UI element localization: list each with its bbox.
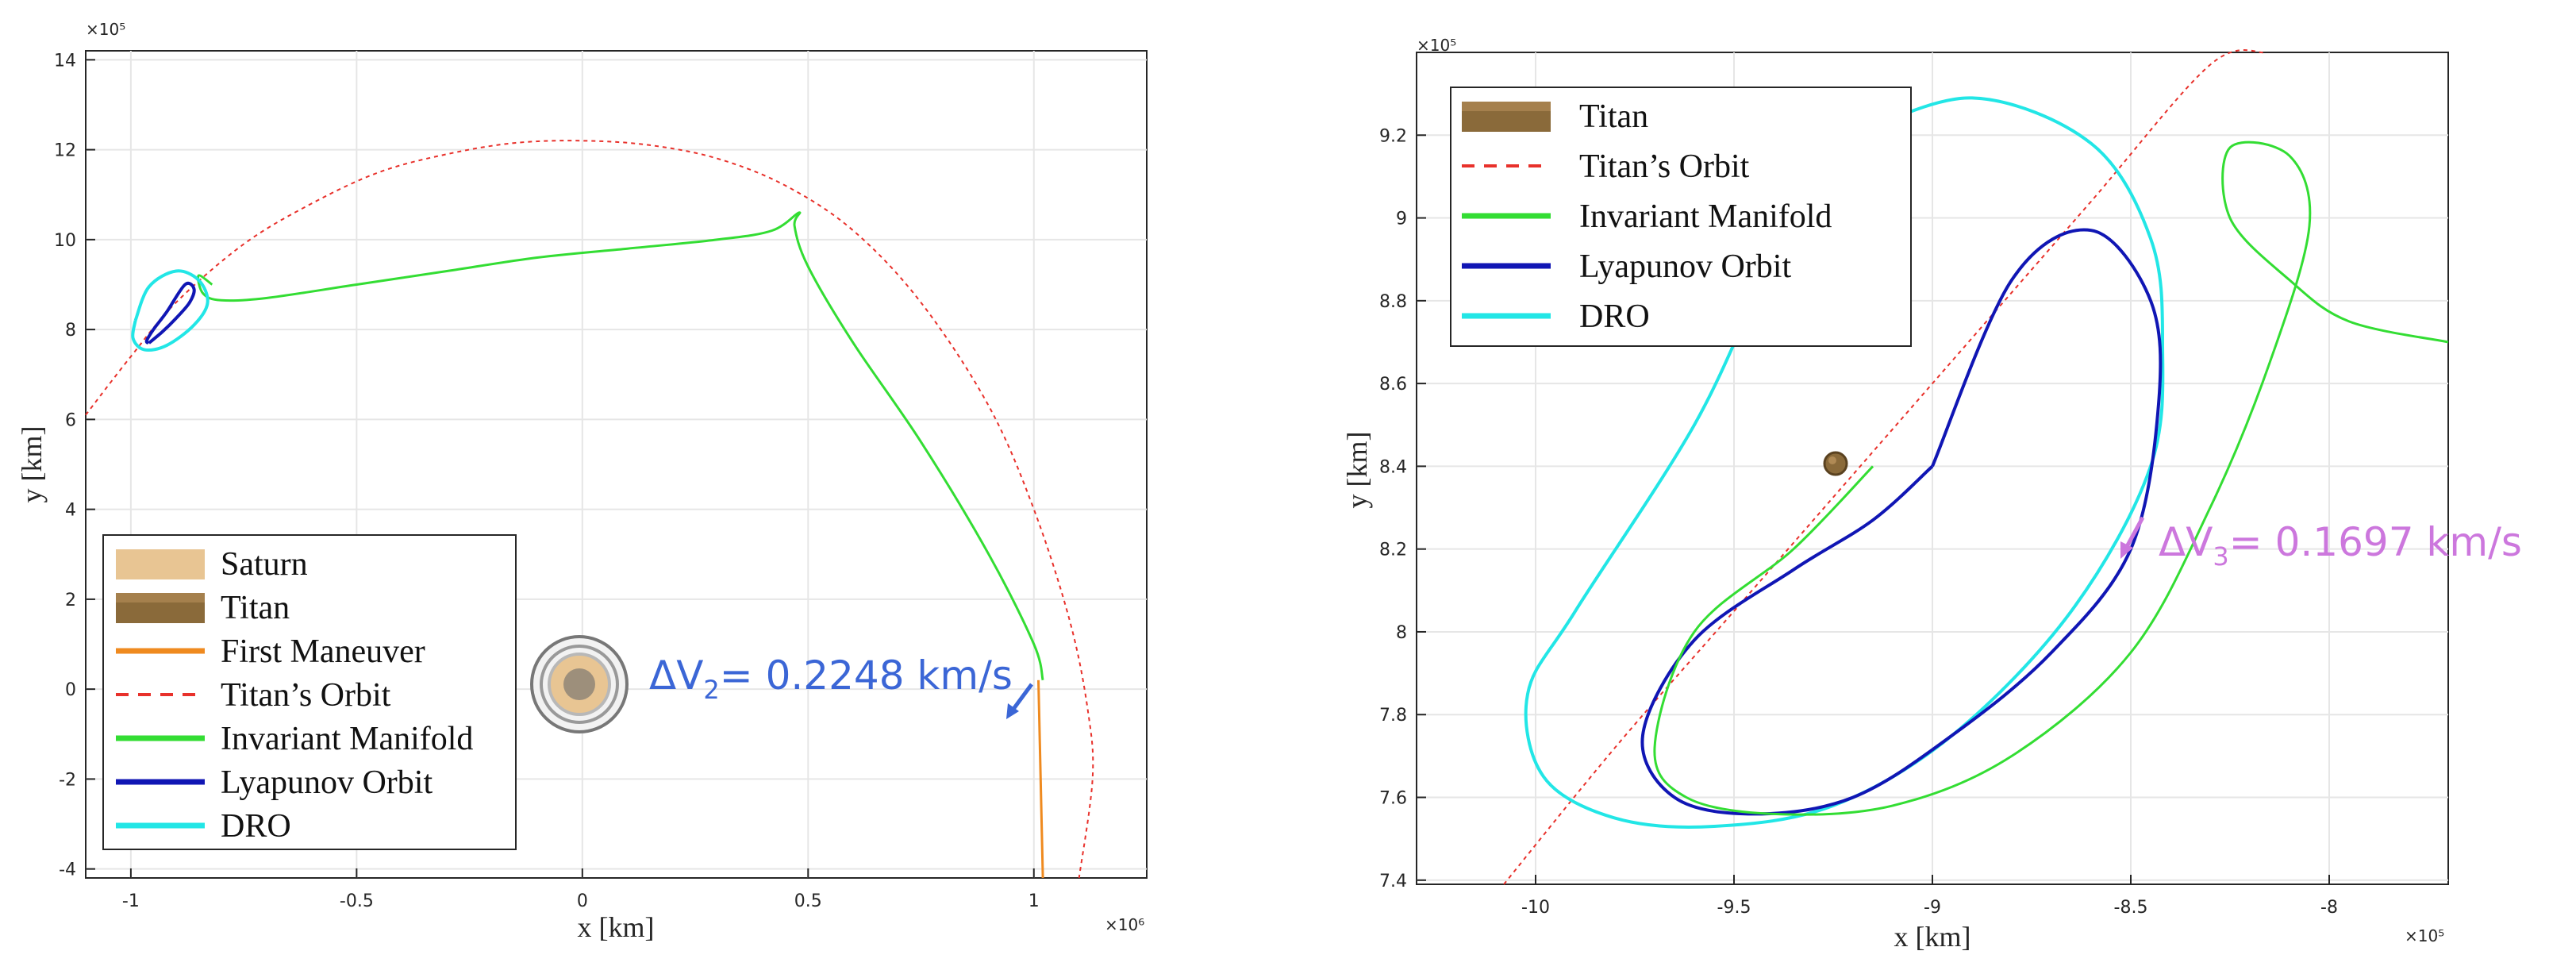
left-legend-label-lyapunov-orbit: Lyapunov Orbit xyxy=(221,764,433,801)
left-y-tick-label: 10 xyxy=(54,231,76,251)
left-plot: -1 -0.5 0 0.5 1 -4 -2 0 2 4 6 8 10 12 14 ΔV2= 0.2248 k… xyxy=(16,20,1148,943)
right-y-tick-label: 8.8 xyxy=(1379,292,1407,312)
right-y-tick-label: 9 xyxy=(1396,210,1407,229)
titan-icon xyxy=(1823,451,1848,476)
right-legend-label-titans-orbit: Titan’s Orbit xyxy=(1579,148,1750,185)
left-y-tick-label: -2 xyxy=(59,770,76,790)
right-x-tick-label: -8 xyxy=(2320,898,2338,918)
left-y-tick-label: 6 xyxy=(65,410,76,430)
delta-v2-arrow xyxy=(1006,683,1034,719)
saturn-icon xyxy=(530,635,629,733)
left-y-tick-label: 8 xyxy=(65,321,76,341)
left-series-first-maneuver xyxy=(1037,679,1044,879)
right-ticks: -10 -9.5 -9 -8.5 -8 7.4 7.6 7.8 8 8.2 8.4 8.6 8.8 9 9.… xyxy=(1379,126,2338,918)
right-y-tick-label: 8.6 xyxy=(1379,375,1407,395)
right-y-multiplier: ×10⁵ xyxy=(1417,36,1456,55)
left-legend-label-first-maneuver: First Maneuver xyxy=(221,633,425,670)
left-y-tick-label: 2 xyxy=(65,591,76,610)
left-legend-label-invariant-manifold: Invariant Manifold xyxy=(221,721,473,757)
right-y-axis-label: y [km] xyxy=(1341,432,1373,509)
delta-v2-annotation: ΔV2= 0.2248 km/s xyxy=(649,653,1013,705)
left-y-tick-label: 4 xyxy=(65,501,76,521)
right-x-tick-label: -10 xyxy=(1521,898,1550,918)
left-x-multiplier: ×10⁶ xyxy=(1105,915,1144,934)
right-legend-label-lyapunov-orbit: Lyapunov Orbit xyxy=(1579,248,1791,285)
right-legend: Titan Titan’s Orbit Invariant Manifold Lyap… xyxy=(1450,87,1912,347)
left-y-tick-label: 14 xyxy=(54,51,76,71)
left-legend-label-dro: DRO xyxy=(221,808,291,845)
left-x-tick-label: 0 xyxy=(577,891,588,911)
left-x-tick-label: 1 xyxy=(1028,891,1040,911)
left-x-tick-label: -0.5 xyxy=(340,891,374,911)
right-series xyxy=(1503,49,2449,885)
right-x-tick-label: -8.5 xyxy=(2114,898,2148,918)
left-x-tick-label: -1 xyxy=(122,891,140,911)
left-x-axis-label: x [km] xyxy=(578,911,655,943)
right-y-tick-label: 8 xyxy=(1396,623,1407,643)
left-series xyxy=(85,140,1094,879)
right-legend-label-invariant-manifold: Invariant Manifold xyxy=(1579,198,1832,235)
left-legend-box xyxy=(102,534,517,850)
left-x-tick-label: 0.5 xyxy=(794,891,822,911)
left-y-tick-label: 0 xyxy=(65,680,76,700)
right-plot: -10 -9.5 -9 -8.5 -8 7.4 7.6 7.8 8 8.2 8.4 8.6 8.8 9 9.… xyxy=(1341,36,2522,953)
delta-v3-arrow xyxy=(2120,516,2145,559)
left-series-dro xyxy=(131,269,210,352)
right-x-multiplier: ×10⁵ xyxy=(2405,926,2444,945)
right-y-tick-label: 9.2 xyxy=(1379,126,1407,146)
right-y-tick-label: 7.6 xyxy=(1379,789,1407,809)
left-series-lyapunov-orbit xyxy=(144,281,196,345)
right-legend-label-dro: DRO xyxy=(1579,298,1650,335)
left-y-axis-label: y [km] xyxy=(16,426,48,503)
right-x-axis-label: x [km] xyxy=(1894,921,1971,953)
right-x-tick-label: -9 xyxy=(1924,898,1941,918)
right-y-tick-label: 7.4 xyxy=(1379,872,1407,891)
left-legend-label-saturn: Saturn xyxy=(221,546,308,583)
left-series-titans-orbit xyxy=(85,140,1094,879)
left-y-tick-label: 12 xyxy=(54,141,76,161)
left-legend-label-titan: Titan xyxy=(221,590,290,626)
left-ticks: -1 -0.5 0 0.5 1 -4 -2 0 2 4 6 8 10 12 14 xyxy=(54,51,1040,911)
delta-v3-annotation: ΔV3= 0.1697 km/s xyxy=(2159,519,2522,572)
left-legend: Saturn Titan First Maneuver Titan’s Orbit In… xyxy=(102,534,517,850)
left-y-multiplier: ×10⁵ xyxy=(86,20,125,39)
left-legend-marker-saturn xyxy=(116,549,205,579)
right-x-tick-label: -9.5 xyxy=(1717,898,1751,918)
right-y-tick-label: 8.4 xyxy=(1379,457,1407,477)
right-legend-label-titan: Titan xyxy=(1579,98,1648,135)
left-legend-titan-texture xyxy=(116,593,205,602)
left-legend-label-titans-orbit: Titan’s Orbit xyxy=(221,677,391,714)
right-series-lyapunov-orbit xyxy=(1640,228,2163,816)
left-y-tick-label: -4 xyxy=(59,860,76,880)
left-series-invariant-manifold xyxy=(197,211,1044,681)
right-y-tick-label: 8.2 xyxy=(1379,541,1407,560)
right-legend-titan-texture xyxy=(1462,102,1551,111)
right-y-tick-label: 7.8 xyxy=(1379,706,1407,726)
right-series-invariant-manifold xyxy=(1653,141,2449,816)
